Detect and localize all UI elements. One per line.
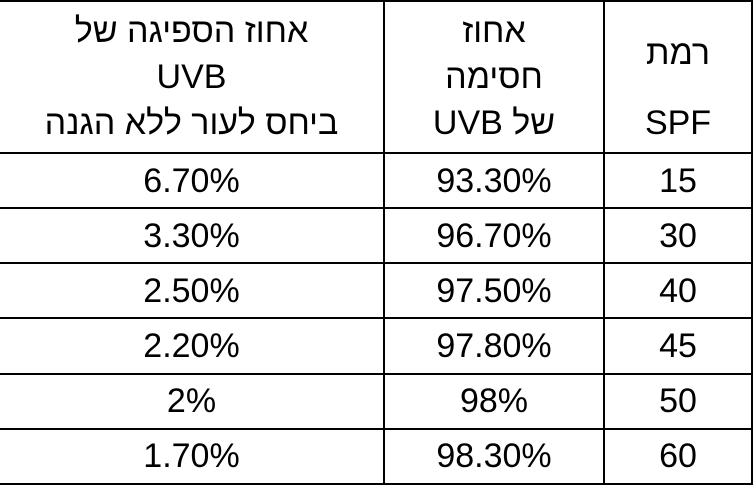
table-cell: 40 bbox=[603, 262, 753, 320]
header-cell: אחוז הספיגה של UVB ביחס לעור ללא הגנה bbox=[0, 0, 385, 154]
table-cell: 2.50% bbox=[0, 262, 385, 320]
table-cell: 60 bbox=[603, 427, 753, 485]
table-body: 15 93.30% 6.70% 30 96.70% 3.30% 40 97.50% 2.50% 4… bbox=[0, 151, 753, 485]
table-cell: 2.20% bbox=[0, 317, 385, 375]
table-cell: 98% bbox=[383, 372, 605, 430]
table-row: 60 98.30% 1.70% bbox=[0, 427, 753, 485]
header-line: אחוז bbox=[462, 12, 526, 50]
table-cell: 30 bbox=[603, 207, 753, 265]
header-cell: רמת SPF bbox=[603, 0, 753, 154]
table-cell: 96.70% bbox=[383, 207, 605, 265]
table-cell: 2% bbox=[0, 372, 385, 430]
table-cell: 1.70% bbox=[0, 427, 385, 485]
table-cell: 15 bbox=[603, 151, 753, 210]
table-cell: 45 bbox=[603, 317, 753, 375]
header-line: ביחס לעור ללא הגנה bbox=[44, 104, 339, 142]
table-cell: 6.70% bbox=[0, 151, 385, 210]
header-line: חסימה bbox=[445, 58, 543, 96]
table-row: 45 97.80% 2.20% bbox=[0, 317, 753, 375]
table-row: 15 93.30% 6.70% bbox=[0, 151, 753, 210]
table-row: 30 96.70% 3.30% bbox=[0, 207, 753, 265]
table-cell: 3.30% bbox=[0, 207, 385, 265]
header-cell: אחוז חסימה של UVB bbox=[383, 0, 605, 154]
header-lines: אחוז הספיגה של UVB ביחס לעור ללא הגנה bbox=[0, 2, 383, 152]
table-row: 50 98% 2% bbox=[0, 372, 753, 430]
header-line: UVB bbox=[156, 58, 227, 96]
table-cell: 97.80% bbox=[383, 317, 605, 375]
header-line: אחוז הספיגה של bbox=[74, 12, 309, 50]
table-cell: 98.30% bbox=[383, 427, 605, 485]
table-cell: 93.30% bbox=[383, 151, 605, 210]
header-line: של UVB bbox=[432, 104, 556, 142]
header-lines: אחוז חסימה של UVB bbox=[385, 2, 603, 152]
header-line: רמת bbox=[646, 34, 710, 72]
table-cell: 97.50% bbox=[383, 262, 605, 320]
header-line: SPF bbox=[644, 104, 712, 142]
table-row: 40 97.50% 2.50% bbox=[0, 262, 753, 320]
header-lines: רמת SPF bbox=[605, 2, 751, 152]
table-cell: 50 bbox=[603, 372, 753, 430]
header-row: רמת SPF אחוז חסימה של UVB אחוז הספיגה של UVB בי… bbox=[0, 0, 753, 154]
